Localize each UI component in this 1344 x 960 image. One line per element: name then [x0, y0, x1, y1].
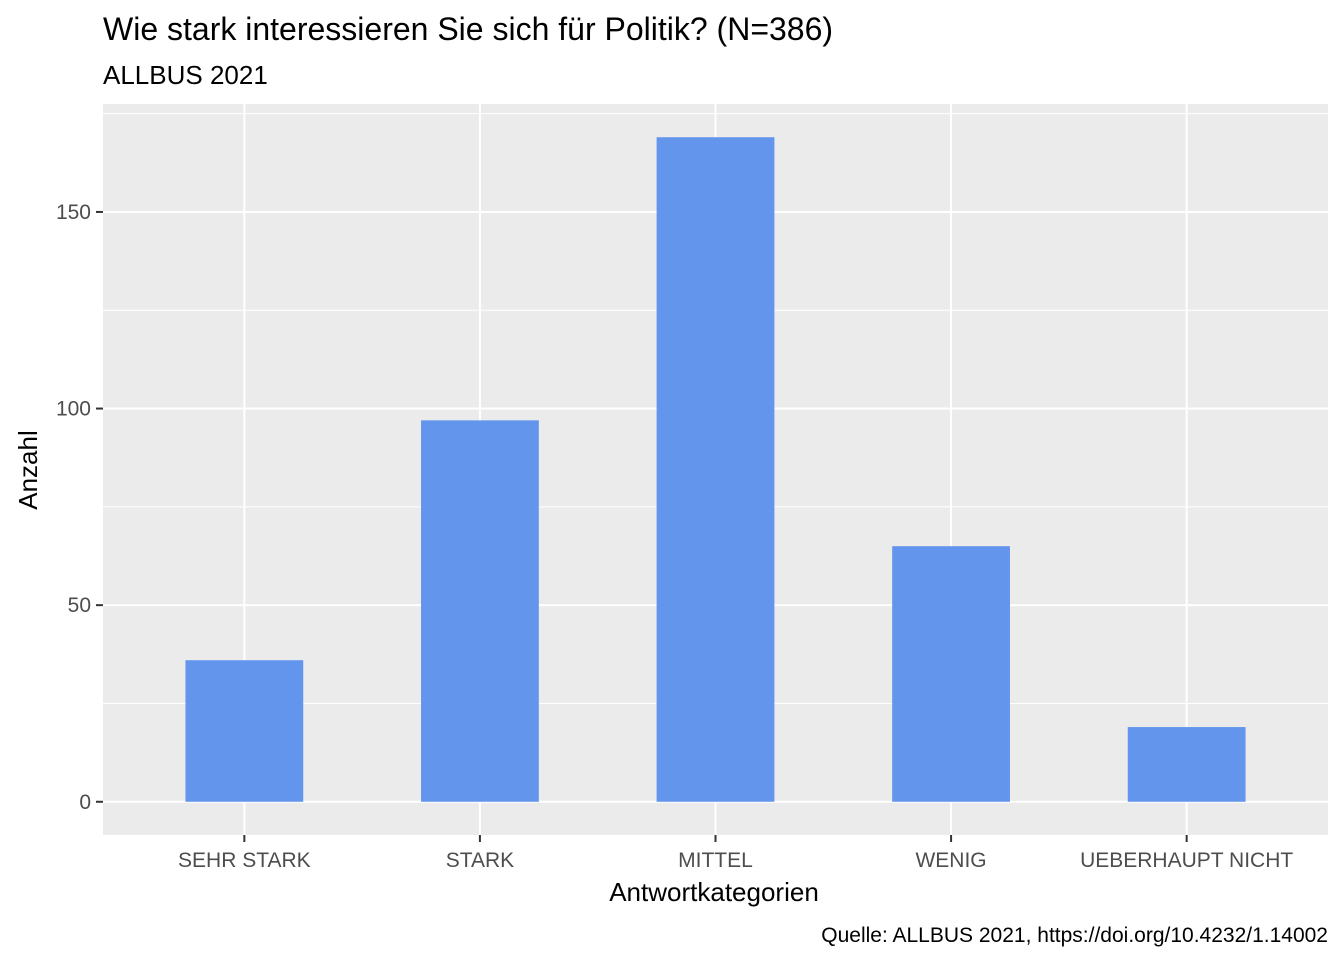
- x-tick-label: WENIG: [915, 849, 986, 872]
- chart-caption: Quelle: ALLBUS 2021, https://doi.org/10.…: [821, 924, 1328, 947]
- y-tick-label: 150: [56, 201, 91, 224]
- y-tick-label: 100: [56, 398, 91, 421]
- x-tick-label: STARK: [446, 849, 514, 872]
- chart-subtitle: ALLBUS 2021: [103, 60, 268, 90]
- y-tick-label: 0: [79, 791, 91, 814]
- y-axis-title: Anzahl: [13, 430, 43, 510]
- x-tick-label: MITTEL: [678, 849, 753, 872]
- bar: [185, 660, 304, 802]
- bars: [185, 137, 1246, 802]
- bar: [1127, 727, 1246, 802]
- bar: [656, 137, 775, 802]
- bar: [892, 546, 1010, 802]
- x-tick-label: SEHR STARK: [178, 849, 311, 872]
- bar: [421, 420, 539, 802]
- y-axis: 0 50 100 150: [56, 201, 103, 814]
- x-tick-label: UEBERHAUPT NICHT: [1080, 849, 1293, 872]
- y-tick-label: 50: [68, 594, 91, 617]
- x-axis: SEHR STARK STARK MITTEL WENIG UEBERHAUPT NIC…: [178, 835, 1293, 872]
- chart-title: Wie stark interessieren Sie sich für Pol…: [103, 11, 833, 47]
- x-axis-title: Antwortkategorien: [609, 877, 819, 907]
